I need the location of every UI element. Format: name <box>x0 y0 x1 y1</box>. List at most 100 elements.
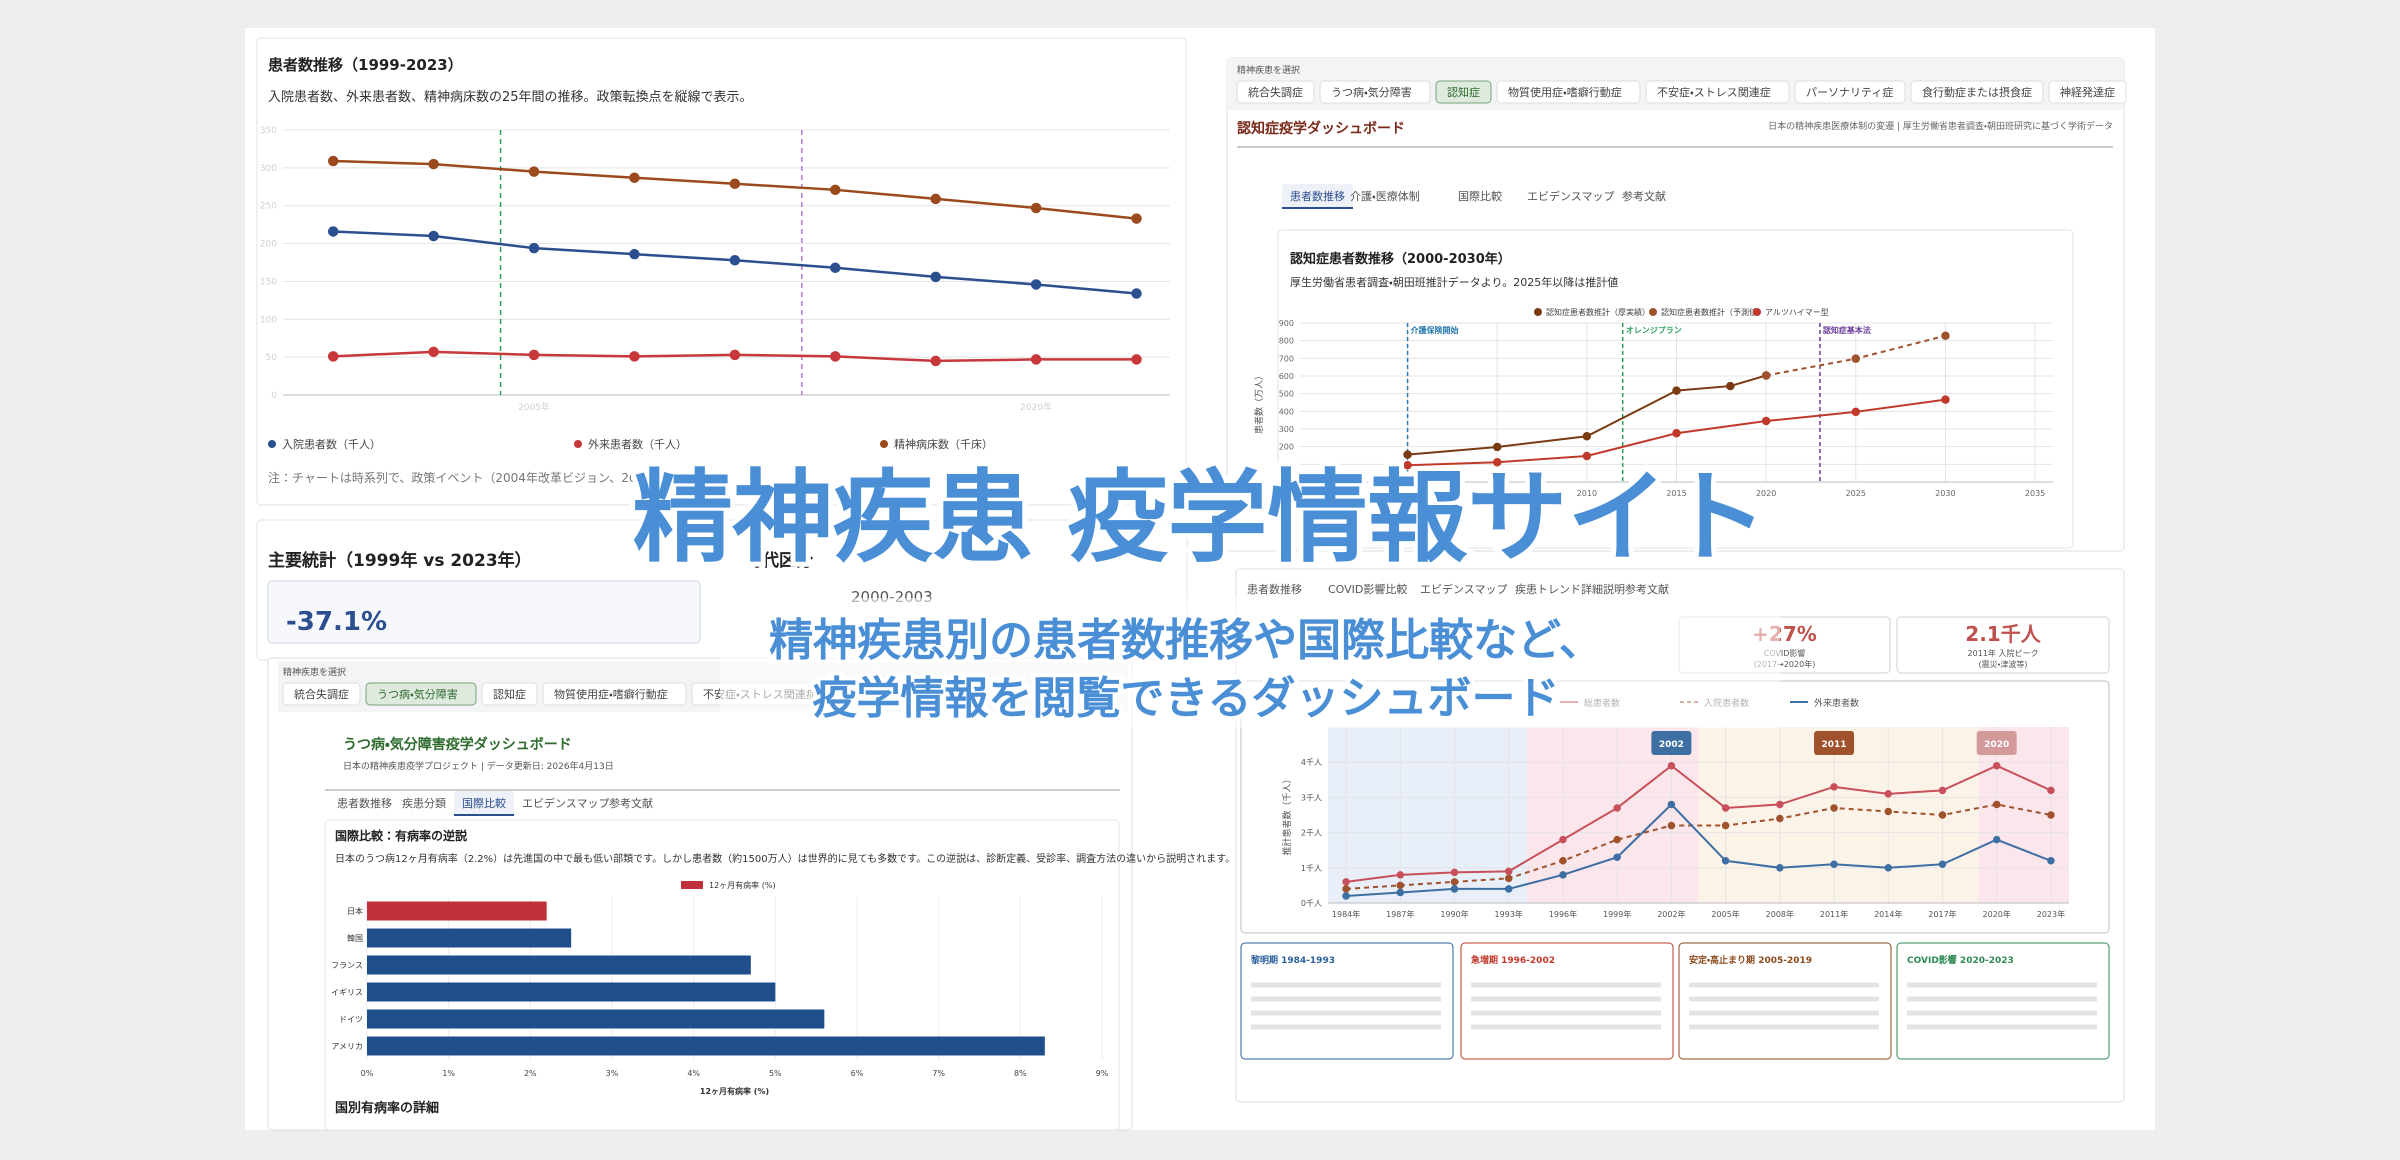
legend-label: 12ヶ月有病率 (%) <box>709 880 776 890</box>
x-tick-label: 2020年 <box>1020 401 1052 413</box>
chip-label[interactable]: 認知症 <box>493 687 526 701</box>
tab[interactable]: 患者数推移 <box>1290 189 1345 203</box>
data-point <box>1559 857 1567 865</box>
x-tick-label: 5% <box>769 1069 782 1078</box>
chip-label[interactable]: 食行動症または摂食症 <box>1922 85 2032 99</box>
y-tick-label: 4千人 <box>1301 757 1322 767</box>
data-point <box>1992 835 2001 844</box>
chip-label[interactable]: 統合失調症 <box>294 687 349 701</box>
tab[interactable]: COVID影響比較 <box>1328 582 1407 596</box>
selector-label: 精神疾患を選択 <box>283 666 346 678</box>
x-axis-label: 12ヶ月有病率 (%) <box>700 1086 769 1096</box>
data-point <box>1667 800 1676 809</box>
data-point <box>729 178 741 190</box>
x-tick-label: 9% <box>1096 1069 1109 1078</box>
chip-label[interactable]: 不安症・ストレス関連症 <box>1657 85 1771 99</box>
x-tick-label: 1% <box>442 1069 455 1078</box>
data-point <box>1396 888 1405 897</box>
section-title: 時代区分 <box>745 550 814 571</box>
tab[interactable]: 国際比較 <box>462 797 506 810</box>
disease-chip[interactable] <box>2048 80 2127 104</box>
disease-chip[interactable] <box>1435 80 1492 104</box>
y-tick-label: 800 <box>1279 337 1294 346</box>
y-tick-label: 200 <box>1279 443 1294 452</box>
chip-label[interactable]: 物質使用症・嗜癖行動症 <box>554 687 668 701</box>
disease-chip[interactable] <box>1319 80 1431 104</box>
data-point <box>830 351 841 362</box>
x-tick-label: 2020 <box>1756 489 1776 498</box>
tab[interactable]: 介護・医療体制 <box>1350 189 1420 203</box>
chip-label[interactable]: 神経発達症 <box>2060 85 2115 99</box>
card-caption: COVID影響 <box>1764 648 1806 658</box>
stat-card <box>1896 616 2110 674</box>
data-point <box>1667 761 1676 770</box>
data-point <box>830 184 841 196</box>
tab[interactable]: 患者数推移 <box>1247 582 1302 596</box>
x-tick-label: 2020年 <box>1983 909 2011 919</box>
disease-chip[interactable] <box>481 682 538 706</box>
stat-value: -37.1% <box>286 607 387 637</box>
data-point <box>1938 860 1947 869</box>
tab-active <box>1282 184 1353 208</box>
data-point <box>1830 783 1838 791</box>
x-tick-label: 2025 <box>1846 489 1866 498</box>
disease-chip[interactable] <box>1910 80 2044 104</box>
tab[interactable]: 参考文献 <box>609 796 653 810</box>
chip-label[interactable]: うつ病・気分障害 <box>377 687 458 701</box>
disease-chip[interactable] <box>542 682 687 706</box>
data-point <box>1504 867 1513 876</box>
annotation-label: 2011 <box>1822 740 1847 750</box>
tab[interactable]: 疾患トレンド詳細説明 <box>1515 582 1625 596</box>
dashboard-title: うつ病・気分障害疫学ダッシュボード <box>343 736 572 753</box>
chip-label[interactable]: 物質使用症・嗜癖行動症 <box>1508 85 1622 99</box>
y-tick-label: 350 <box>260 126 277 136</box>
bar <box>367 982 776 1002</box>
chip-label[interactable]: 統合失調症 <box>1248 85 1303 99</box>
tab-active <box>454 791 514 815</box>
data-point <box>327 155 339 167</box>
tab[interactable]: 患者数推移 <box>337 796 392 810</box>
tab[interactable]: 参考文献 <box>1625 582 1669 596</box>
data-point <box>1450 878 1459 886</box>
x-tick-label: 3% <box>606 1069 619 1078</box>
annotation-box <box>1651 731 1692 755</box>
disease-chip[interactable] <box>282 682 361 706</box>
x-tick-label: 2015 <box>1666 489 1686 498</box>
data-point <box>1776 814 1784 823</box>
tab[interactable]: 疾患分類 <box>402 797 446 810</box>
tab[interactable]: エビデンスマップ <box>1420 582 1507 596</box>
chip-label[interactable]: パーソナリティ症 <box>1806 86 1893 99</box>
chart-title: 患者数推移（1999-2023） <box>268 56 463 74</box>
tab[interactable]: 国際比較 <box>1458 190 1502 203</box>
subtitle-glow <box>720 598 1780 728</box>
disease-chip[interactable] <box>365 682 477 706</box>
event-label: オレンジプラン <box>1626 325 1682 335</box>
disease-chip[interactable] <box>1794 80 1906 104</box>
disease-chip[interactable] <box>1645 80 1790 104</box>
data-point <box>1613 835 1621 844</box>
data-point <box>1396 881 1405 890</box>
period-title: 安定・高止まり期 2005-2019 <box>1689 954 1812 966</box>
event-label: 認知症基本法 <box>1823 325 1871 335</box>
annotation-label: 2002 <box>1659 740 1684 750</box>
disease-chip[interactable] <box>1236 80 1315 104</box>
series-line <box>1346 803 2052 897</box>
legend-label: 認知症患者数推計（予測値） <box>1661 307 1765 317</box>
tab[interactable]: 参考文献 <box>1622 189 1666 203</box>
data-point <box>1941 395 1950 404</box>
series-line <box>1345 764 2052 883</box>
legend-label: 入院患者数（千人） <box>282 438 381 451</box>
y-tick-label: 3千人 <box>1301 792 1322 802</box>
data-point <box>1884 790 1893 798</box>
event-label: 介護保険開始 <box>1410 325 1459 335</box>
data-point <box>1450 885 1459 893</box>
tab[interactable]: エビデンスマップ <box>1527 189 1614 203</box>
chart-title: 認知症患者数推移（2000-2030年） <box>1290 251 1511 267</box>
chip-label[interactable]: 認知症 <box>1447 85 1480 99</box>
data-point <box>1492 442 1502 452</box>
disease-chip[interactable] <box>1496 80 1641 104</box>
chip-label[interactable]: うつ病・気分障害 <box>1331 85 1412 99</box>
data-point <box>1504 874 1513 883</box>
y-tick-label: 0千人 <box>1301 898 1322 908</box>
tab[interactable]: エビデンスマップ <box>522 796 609 810</box>
